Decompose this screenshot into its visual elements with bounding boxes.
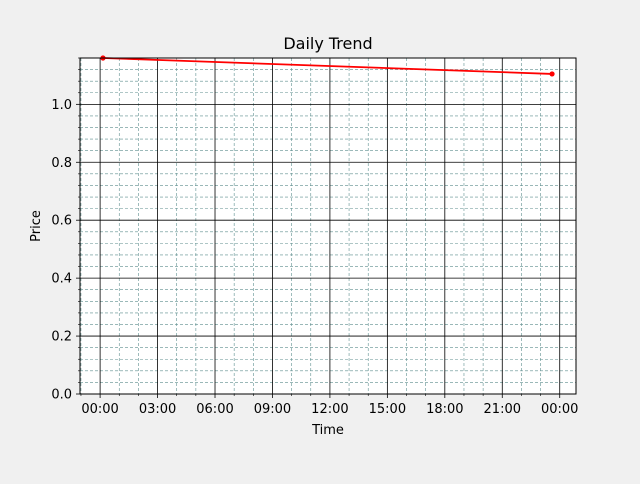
plot-area — [80, 58, 576, 394]
x-axis-ticks: 00:00 03:00 06:00 09:00 12:00 15:00 18:00 21:00… — [80, 394, 578, 417]
y-tick-label: 0.2 — [51, 330, 72, 345]
x-tick-label: 03:00 — [139, 402, 176, 417]
x-tick-label: 21:00 — [484, 402, 521, 417]
y-tick-label: 0.4 — [51, 272, 72, 287]
y-tick-label: 1.0 — [51, 98, 72, 113]
x-tick-label: 06:00 — [196, 402, 233, 417]
x-tick-label: 00:00 — [541, 402, 578, 417]
x-tick-label: 18:00 — [426, 402, 463, 417]
y-tick-label: 0.8 — [51, 156, 72, 171]
chart-title: Daily Trend — [283, 34, 372, 53]
x-tick-label: 00:00 — [81, 402, 118, 417]
minor-grid — [80, 57, 576, 394]
y-axis-label: Price — [29, 210, 44, 242]
x-tick-label: 12:00 — [311, 402, 348, 417]
data-point — [549, 71, 555, 77]
y-tick-label: 0.6 — [51, 214, 72, 229]
y-tick-label: 0.0 — [51, 388, 72, 403]
x-tick-label: 15:00 — [369, 402, 406, 417]
x-tick-label: 09:00 — [254, 402, 291, 417]
series-line — [102, 57, 553, 75]
y-axis-ticks: 0.0 0.2 0.4 0.6 0.8 1.0 — [51, 57, 80, 403]
x-axis-label: Time — [311, 423, 344, 438]
plot-frame — [79, 57, 577, 395]
